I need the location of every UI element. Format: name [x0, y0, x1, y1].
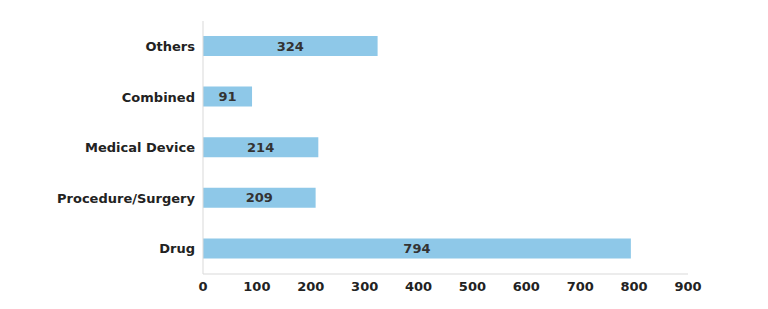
svg-text:700: 700	[567, 279, 594, 294]
svg-text:300: 300	[351, 279, 378, 294]
svg-text:Others: Others	[146, 39, 196, 54]
svg-text:91: 91	[218, 89, 236, 104]
svg-text:324: 324	[277, 39, 304, 54]
svg-text:500: 500	[459, 279, 486, 294]
svg-text:800: 800	[621, 279, 648, 294]
svg-text:200: 200	[297, 279, 324, 294]
svg-text:214: 214	[247, 140, 274, 155]
svg-text:100: 100	[243, 279, 270, 294]
svg-text:0: 0	[198, 279, 207, 294]
svg-text:Combined: Combined	[122, 90, 195, 105]
svg-text:600: 600	[513, 279, 540, 294]
svg-text:209: 209	[246, 190, 273, 205]
svg-text:900: 900	[674, 279, 701, 294]
svg-text:400: 400	[405, 279, 432, 294]
svg-text:Drug: Drug	[159, 241, 195, 256]
svg-text:Procedure/Surgery: Procedure/Surgery	[57, 191, 195, 206]
svg-text:Medical Device: Medical Device	[85, 140, 195, 155]
svg-text:794: 794	[403, 241, 430, 256]
